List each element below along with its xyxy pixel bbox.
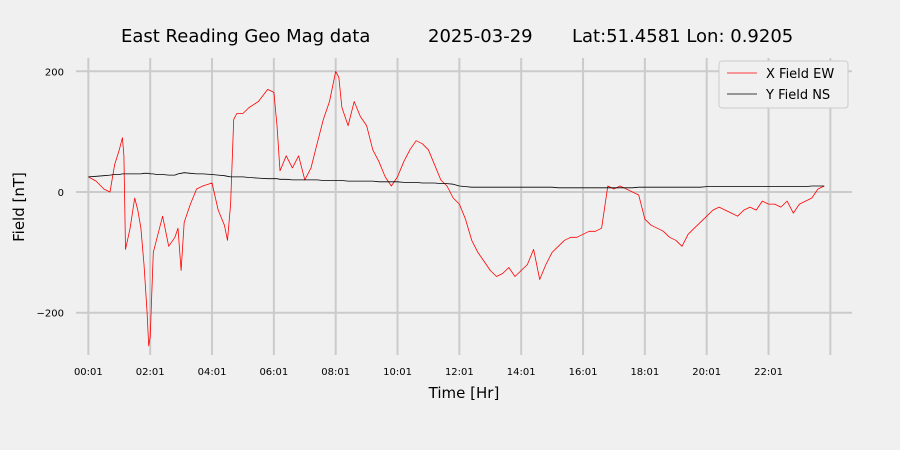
x-tick-label: 12:01 [445, 367, 474, 378]
x-tick-labels: 00:01 02:01 04:01 06:01 08:01 10:01 12:01 14:01… [74, 367, 783, 378]
title-station: East Reading Geo Mag data [121, 26, 370, 47]
y-field-ns-line [88, 172, 825, 189]
x-tick-label: 16:01 [569, 367, 598, 378]
legend-label-y-field: Y Field NS [765, 88, 830, 103]
y-tick-labels: −200 0 200 [37, 67, 64, 319]
x-tick-label: 22:01 [754, 367, 783, 378]
x-tick-label: 02:01 [136, 367, 165, 378]
title-location: Lat:51.4581 Lon: 0.9205 [572, 26, 793, 47]
x-tick-label: 08:01 [321, 367, 350, 378]
x-axis-label: Time [Hr] [428, 384, 500, 402]
x-tick-label: 18:01 [630, 367, 659, 378]
title-date: 2025-03-29 [428, 26, 533, 47]
y-tick-label: −200 [37, 309, 64, 320]
y-axis-label: Field [nT] [10, 172, 28, 242]
chart-title: East Reading Geo Mag data 2025-03-29 Lat… [121, 26, 793, 47]
x-tick-label: 14:01 [507, 367, 536, 378]
x-tick-label: 10:01 [383, 367, 412, 378]
legend: X Field EW Y Field NS [718, 60, 849, 109]
x-field-ew-line [88, 70, 825, 347]
legend-label-x-field: X Field EW [766, 67, 834, 82]
x-tick-label: 00:01 [74, 367, 103, 378]
y-tick-label: 200 [45, 67, 64, 78]
x-tick-label: 06:01 [259, 367, 288, 378]
x-tick-label: 20:01 [692, 367, 721, 378]
x-tick-label: 04:01 [198, 367, 227, 378]
y-tick-label: 0 [58, 188, 64, 199]
series-lines [88, 70, 825, 347]
